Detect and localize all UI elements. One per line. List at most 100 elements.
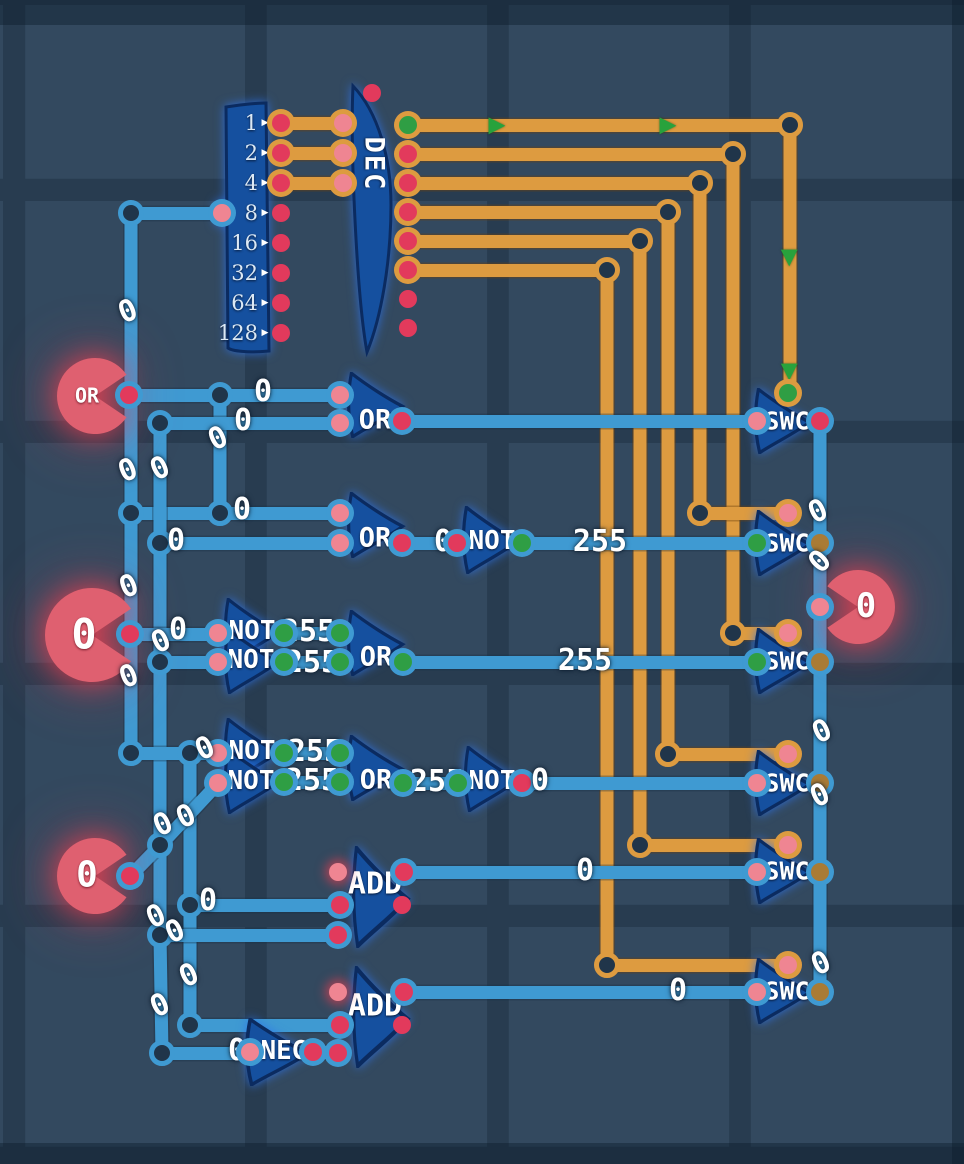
or-gate-4[interactable]: [345, 735, 409, 801]
wire-junction[interactable]: [147, 832, 173, 858]
pin-red[interactable]: [399, 174, 417, 192]
pin-red[interactable]: [121, 867, 139, 885]
pin-red[interactable]: [395, 863, 413, 881]
pin-red[interactable]: [513, 774, 531, 792]
dec-out6-to-swc6-seg2[interactable]: [600, 958, 795, 972]
pin-pink[interactable]: [241, 1043, 259, 1061]
pin-pink[interactable]: [748, 983, 766, 1001]
input-node-zero-mid[interactable]: [35, 578, 149, 692]
pin-red[interactable]: [272, 144, 290, 162]
pin-green[interactable]: [331, 653, 349, 671]
pin-pink[interactable]: [209, 744, 227, 762]
wire-junction[interactable]: [627, 228, 653, 254]
pin-pink[interactable]: [811, 598, 829, 616]
pin-pink[interactable]: [209, 774, 227, 792]
pin-red[interactable]: [811, 412, 829, 430]
add1-to-swc5-seg0[interactable]: [397, 865, 764, 879]
pin-pink[interactable]: [209, 653, 227, 671]
dec-out4-to-swc4-seg1[interactable]: [661, 205, 675, 761]
pin-pink[interactable]: [748, 863, 766, 881]
pin-olive[interactable]: [811, 863, 829, 881]
wire-junction[interactable]: [655, 199, 681, 225]
pin-green[interactable]: [748, 653, 766, 671]
dec-out6-to-swc6-seg0[interactable]: [401, 263, 614, 277]
input-node-zero-low[interactable]: [47, 828, 143, 924]
pin-pink[interactable]: [329, 863, 347, 881]
wire-junction[interactable]: [118, 740, 144, 766]
pin-red[interactable]: [331, 1016, 349, 1034]
row2b-wire-seg0[interactable]: [153, 536, 347, 550]
wire-junction[interactable]: [207, 382, 233, 408]
output-node-zero[interactable]: [811, 560, 905, 654]
add1-mid-wire-seg0[interactable]: [183, 898, 347, 912]
pin-red[interactable]: [329, 926, 347, 944]
dec-out2-to-swc3-seg1[interactable]: [726, 147, 740, 640]
pin-pink[interactable]: [334, 174, 352, 192]
or-gate-2[interactable]: [345, 492, 409, 558]
not5-to-swc4-seg0[interactable]: [515, 776, 764, 790]
pin-green[interactable]: [513, 534, 531, 552]
or-gate-3[interactable]: [345, 610, 409, 676]
wire-junction[interactable]: [720, 620, 746, 646]
splitter-stub-2-seg0[interactable]: [274, 146, 350, 160]
pin-green[interactable]: [331, 773, 349, 791]
pin-pink[interactable]: [334, 144, 352, 162]
add2-mid-wire-seg0[interactable]: [183, 1018, 347, 1032]
pin-pink[interactable]: [331, 414, 349, 432]
pin-pink[interactable]: [779, 836, 797, 854]
dec-out1-to-swc1-seg0[interactable]: [401, 118, 797, 132]
splitter-stub-4-seg0[interactable]: [274, 176, 350, 190]
pin-red[interactable]: [399, 290, 417, 308]
not4b-to-or4-seg0[interactable]: [277, 775, 347, 789]
pin-red[interactable]: [272, 294, 290, 312]
wire-junction[interactable]: [147, 410, 173, 436]
pin-red[interactable]: [272, 324, 290, 342]
pin-green[interactable]: [399, 116, 417, 134]
wire-junction[interactable]: [177, 740, 203, 766]
pin-pink[interactable]: [331, 504, 349, 522]
wire-junction[interactable]: [687, 170, 713, 196]
pin-pink[interactable]: [331, 534, 349, 552]
pin-olive[interactable]: [811, 534, 829, 552]
row2a-wire-seg0[interactable]: [124, 506, 347, 520]
row1a-wire-seg0[interactable]: [122, 388, 347, 402]
wire-junction[interactable]: [147, 922, 173, 948]
pin-pink[interactable]: [331, 386, 349, 404]
wire-junction[interactable]: [177, 1012, 203, 1038]
pin-red[interactable]: [399, 261, 417, 279]
wire-junction[interactable]: [687, 500, 713, 526]
pin-red[interactable]: [272, 114, 290, 132]
wire-junction[interactable]: [655, 741, 681, 767]
pin-green[interactable]: [275, 624, 293, 642]
not2-to-swc2-seg0[interactable]: [515, 536, 764, 550]
pin-green[interactable]: [331, 744, 349, 762]
row1b-wire-seg0[interactable]: [153, 416, 347, 430]
pin-olive[interactable]: [811, 653, 829, 671]
pin-pink[interactable]: [748, 412, 766, 430]
wire-junction[interactable]: [177, 892, 203, 918]
row3a-in-wire-seg0[interactable]: [123, 627, 225, 641]
wire-junction[interactable]: [777, 112, 803, 138]
pin-red[interactable]: [399, 319, 417, 337]
pin-green[interactable]: [779, 384, 797, 402]
wire-junction[interactable]: [118, 200, 144, 226]
pin-pink[interactable]: [779, 745, 797, 763]
wire-junction[interactable]: [147, 649, 173, 675]
pin-pink[interactable]: [779, 504, 797, 522]
or2-to-not2-seg0[interactable]: [395, 536, 464, 550]
pin-green[interactable]: [394, 774, 412, 792]
pin-olive[interactable]: [811, 983, 829, 1001]
pin-red[interactable]: [272, 174, 290, 192]
input-node-or[interactable]: [47, 348, 143, 444]
pin-red[interactable]: [272, 264, 290, 282]
wire-junction[interactable]: [207, 500, 233, 526]
pin-pink[interactable]: [334, 114, 352, 132]
pin-red[interactable]: [393, 534, 411, 552]
pin-pink[interactable]: [213, 204, 231, 222]
pin-red[interactable]: [329, 1044, 347, 1062]
pin-red[interactable]: [393, 896, 411, 914]
pin-green[interactable]: [275, 773, 293, 791]
row1-long-wire-seg0[interactable]: [395, 414, 764, 428]
add2-to-swc6-seg0[interactable]: [397, 985, 764, 999]
